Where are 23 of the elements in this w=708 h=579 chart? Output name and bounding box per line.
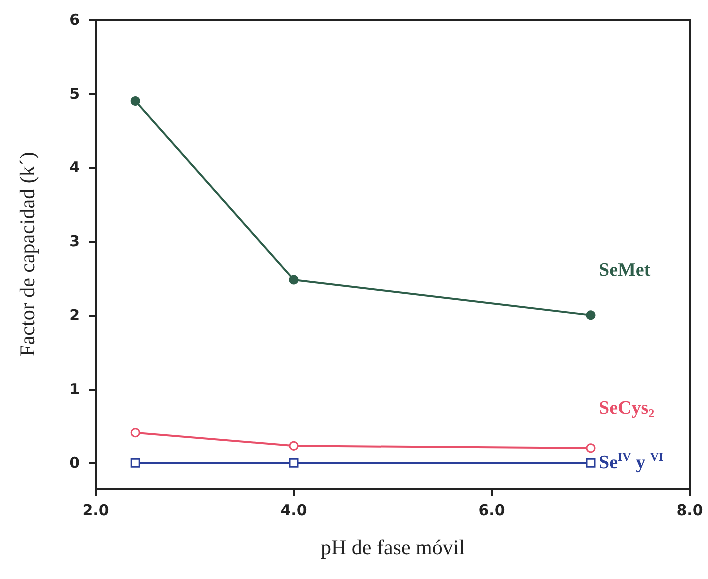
point [130, 96, 140, 106]
y-tick-label: 3 [70, 232, 80, 251]
x-tick-label: 8.0 [676, 502, 704, 520]
point [289, 458, 299, 468]
y-tick-label: 1 [70, 380, 80, 398]
point [586, 444, 596, 454]
x-tick-label: 6.0 [478, 502, 506, 520]
x-tick-label: 2.0 [82, 502, 110, 520]
y-tick-label: 2 [70, 306, 80, 324]
y-tick-label: 5 [70, 84, 80, 103]
point [586, 310, 596, 320]
series-label: SeMet [599, 260, 652, 281]
x-tick-label: 4.0 [280, 502, 308, 520]
y-tick-label: 6 [70, 11, 80, 29]
y-axis-title: Factor de capacidad (k´) [16, 152, 40, 357]
y-tick-label: 4 [70, 158, 80, 177]
point [289, 441, 299, 451]
point [130, 428, 140, 438]
x-axis-title: pH de fase móvil [320, 536, 466, 560]
point [130, 458, 140, 468]
y-tick-label: 0 [70, 454, 80, 472]
point [289, 275, 299, 285]
point [586, 458, 596, 468]
